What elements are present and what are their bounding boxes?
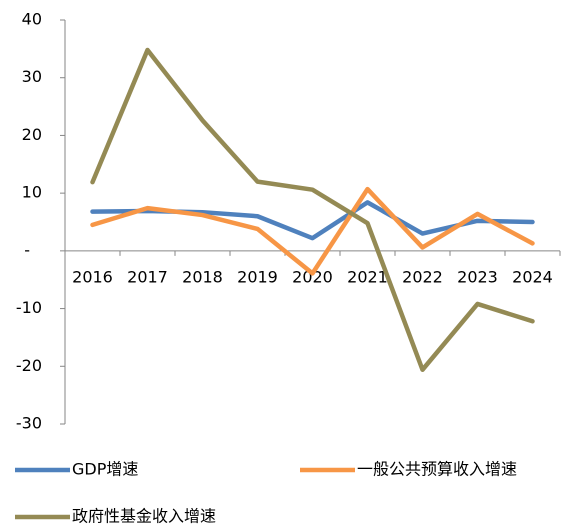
y-tick-label: 30 bbox=[22, 67, 42, 86]
x-tick-label: 2018 bbox=[182, 267, 223, 286]
x-tick-label: 2023 bbox=[457, 267, 498, 286]
y-tick-label: 20 bbox=[22, 125, 42, 144]
y-tick-label: - bbox=[24, 240, 30, 259]
x-tick-label: 2020 bbox=[292, 267, 333, 286]
series-line bbox=[90, 186, 535, 276]
legend-label: 政府性基金收入增速 bbox=[72, 507, 216, 524]
y-tick-label: 40 bbox=[22, 10, 42, 29]
x-tick-label: 2024 bbox=[512, 267, 553, 286]
x-tick-label: 2016 bbox=[72, 267, 113, 286]
legend-label: 一般公共预算收入增速 bbox=[357, 460, 517, 479]
y-tick-label: -30 bbox=[16, 414, 42, 433]
y-tick-label: 10 bbox=[22, 183, 42, 202]
legend-label: GDP增速 bbox=[72, 460, 138, 479]
x-tick-label: 2022 bbox=[402, 267, 443, 286]
y-tick-label: -20 bbox=[16, 356, 42, 375]
x-tick-label: 2021 bbox=[347, 267, 388, 286]
x-tick-label: 2017 bbox=[127, 267, 168, 286]
series-line bbox=[90, 47, 535, 372]
x-tick-label: 2019 bbox=[237, 267, 278, 286]
y-tick-label: -10 bbox=[16, 298, 42, 317]
